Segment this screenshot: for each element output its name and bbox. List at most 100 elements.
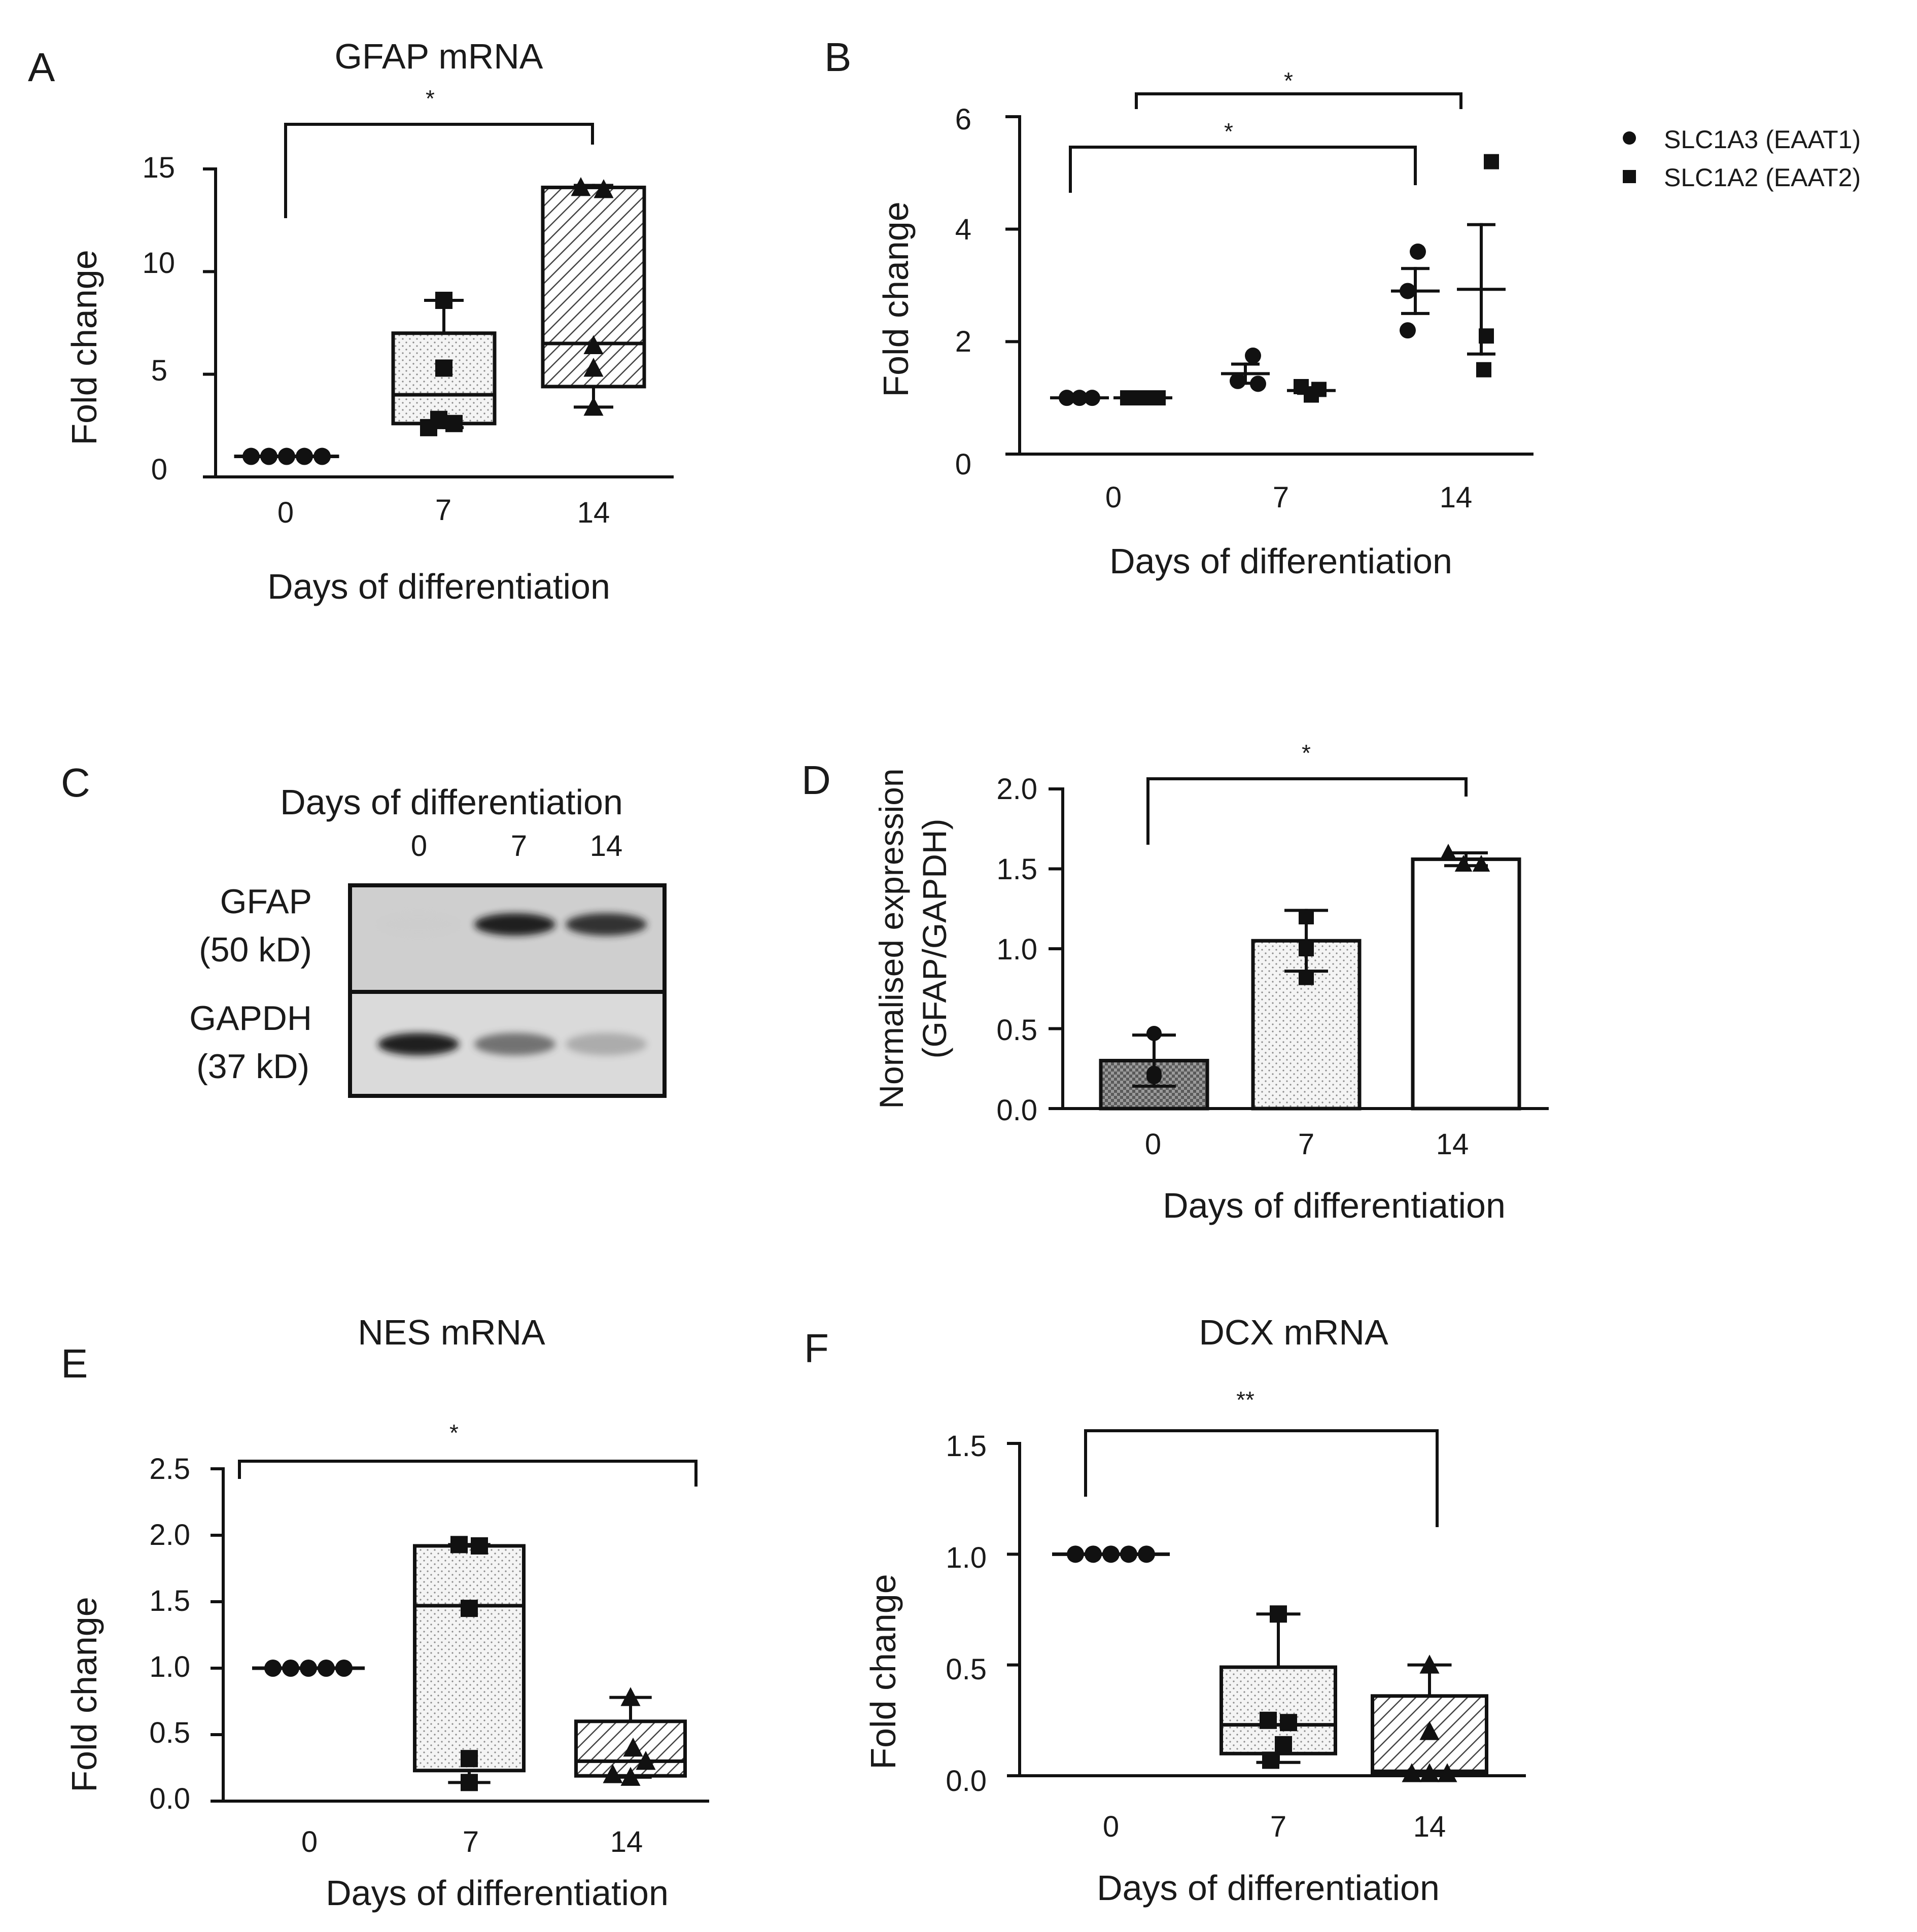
data-point: [1437, 1763, 1457, 1782]
data-point: [1120, 1545, 1137, 1563]
data-point: [571, 177, 591, 196]
x-tick-label: 14: [1440, 481, 1473, 514]
data-point: [300, 1660, 317, 1677]
panel-a: A GFAP mRNA Fold change Days of differen…: [28, 37, 674, 606]
y-tick-label: 4: [955, 213, 971, 246]
lane-label: 7: [511, 830, 527, 862]
y-tick-label: 6: [955, 103, 971, 136]
data-point: [1410, 244, 1426, 260]
y-tick-label: 10: [142, 247, 175, 280]
lane-label: 14: [590, 830, 623, 862]
significance-bracket: [284, 123, 594, 218]
y-tick-labels-f: 0.0 0.5 1.0 1.5: [946, 1430, 987, 1798]
data-point: [583, 397, 604, 416]
data-point: [1120, 390, 1135, 406]
data-point: [623, 1737, 643, 1757]
data-point: [1084, 390, 1100, 406]
x-tick-label: 0: [1145, 1128, 1161, 1161]
data-point: [278, 447, 295, 465]
x-axis-label-d: Days of differentiation: [1163, 1186, 1506, 1225]
data-point: [1262, 1751, 1279, 1769]
x-tick-label: 14: [577, 496, 610, 529]
x-tick-label: 0: [301, 1825, 318, 1858]
data-point: [282, 1660, 299, 1677]
protein-size-gfap: (50 kD): [199, 930, 312, 969]
blot-bands: [378, 913, 647, 1055]
plot-area-e: [211, 1460, 709, 1803]
panel-b: B Fold change Days of differentiation 0 …: [824, 34, 1861, 581]
x-tick-labels-e: 0 7 14: [301, 1825, 643, 1858]
data-point: [1146, 1069, 1162, 1084]
data-point: [1479, 328, 1494, 344]
y-tick-label: 2.5: [149, 1453, 190, 1486]
y-tick-labels-a: 0 5 10 15: [142, 151, 175, 486]
data-point: [1402, 1763, 1422, 1782]
data-point: [1230, 372, 1246, 389]
data-point: [450, 1536, 468, 1554]
box: [541, 185, 646, 389]
blot-band-gapdh: [566, 1033, 647, 1055]
blot-membrane-gfap: [348, 883, 667, 994]
panel-d: D Normalised expression (GFAP/GAPDH) Day…: [801, 740, 1549, 1225]
panel-letter-c: C: [61, 760, 90, 805]
panel-e: E NES mRNA Fold change Days of different…: [61, 1313, 709, 1913]
data-point: [1484, 154, 1499, 169]
data-point: [1260, 1711, 1277, 1729]
data-point: [1299, 970, 1314, 985]
y-tick-label: 5: [151, 354, 167, 387]
data-point: [461, 1600, 478, 1617]
data-point: [471, 1537, 488, 1555]
data-point: [260, 447, 277, 465]
y-tick-labels-e: 0.0 0.5 1.0 1.5 2.0 2.5: [149, 1453, 190, 1815]
data-point: [583, 335, 604, 355]
chart-title-a: GFAP mRNA: [334, 37, 543, 76]
box: [391, 331, 497, 426]
plot-area-f: [1007, 1429, 1526, 1782]
chart-title-e: NES mRNA: [358, 1313, 545, 1352]
x-tick-label: 7: [1270, 1810, 1286, 1843]
blot-header: Days of differentiation: [280, 782, 623, 822]
data-point: [318, 1660, 335, 1677]
data-point: [1304, 387, 1319, 403]
protein-label-gfap: GFAP: [220, 882, 312, 921]
significance-bracket: [1135, 92, 1462, 109]
x-axis-label-a: Days of differentiation: [267, 567, 610, 606]
y-tick-label: 0.5: [149, 1716, 190, 1749]
data-point: [242, 447, 260, 465]
y-tick-label: 1.5: [149, 1584, 190, 1617]
data-point: [1138, 1545, 1155, 1563]
x-tick-labels-a: 0 7 14: [277, 494, 610, 529]
plot-area-a: [203, 123, 674, 478]
data-point: [1400, 322, 1416, 339]
data-point: [1472, 855, 1490, 872]
x-tick-label: 14: [1436, 1128, 1469, 1161]
significance-star-a: *: [426, 85, 435, 112]
significance-star-e: *: [449, 1420, 459, 1446]
y-tick-label: 15: [142, 151, 175, 184]
data-point: [1299, 909, 1314, 924]
y-axis-label-d-line1: Normalised expression: [873, 768, 910, 1109]
panel-letter-b: B: [824, 34, 851, 80]
y-tick-label: 1.0: [149, 1650, 190, 1683]
x-tick-label: 7: [435, 494, 451, 527]
data-point: [335, 1660, 353, 1677]
plot-area-d: [1049, 777, 1549, 1111]
data-point: [435, 291, 452, 309]
y-tick-label: 0.5: [996, 1014, 1037, 1047]
x-tick-label: 0: [277, 496, 294, 529]
box: [413, 1544, 526, 1773]
y-tick-label: 0.5: [946, 1653, 987, 1686]
data-point: [583, 358, 604, 377]
data-point: [1059, 390, 1075, 406]
data-point: [445, 415, 463, 432]
y-tick-label: 0: [151, 453, 167, 486]
y-tick-label: 2.0: [149, 1519, 190, 1551]
legend-marker-square: [1623, 170, 1636, 183]
y-tick-label: 1.5: [946, 1430, 987, 1463]
data-point: [461, 1750, 478, 1768]
y-tick-label: 0: [955, 448, 971, 481]
data-point: [594, 179, 614, 198]
data-point: [1102, 1545, 1120, 1563]
y-tick-label: 1.5: [996, 853, 1037, 886]
